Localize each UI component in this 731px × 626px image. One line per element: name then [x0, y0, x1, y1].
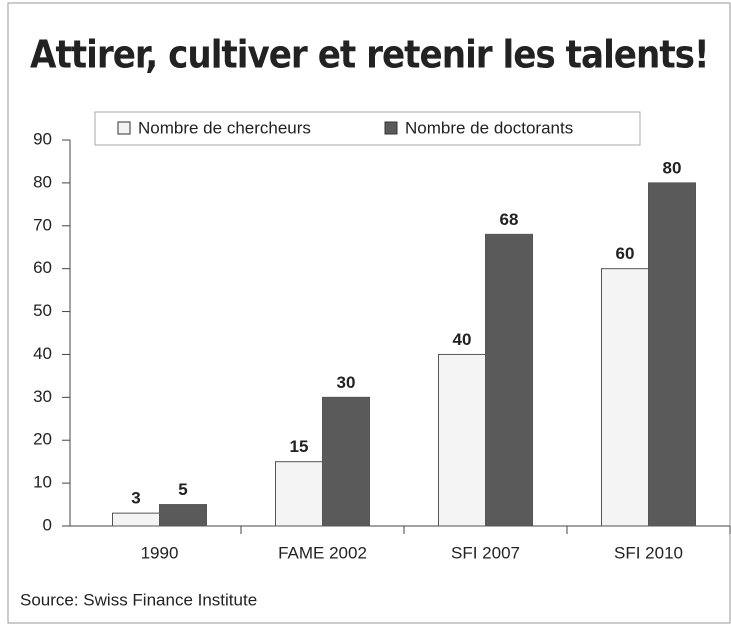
value-label: 5: [178, 480, 187, 499]
y-tick-label: 80: [33, 172, 52, 191]
y-tick-label: 90: [33, 129, 52, 148]
y-tick-label: 0: [43, 515, 52, 534]
legend-label: Nombre de doctorants: [405, 118, 573, 137]
bar: [275, 461, 323, 527]
value-label: 68: [500, 210, 519, 229]
bar: [112, 512, 160, 527]
bar: [601, 268, 649, 527]
value-label: 30: [337, 373, 356, 392]
legend-swatch: [384, 121, 398, 135]
chart-title: Attirer, cultiver et retenir les talents…: [30, 33, 709, 77]
value-label: 3: [131, 489, 140, 508]
legend-swatch: [117, 121, 131, 135]
x-tick-label: 1990: [141, 543, 179, 562]
y-tick-label: 70: [33, 215, 52, 234]
x-tick-label: SFI 2010: [614, 543, 683, 562]
legend-label: Nombre de chercheurs: [138, 118, 311, 137]
bar: [322, 396, 370, 527]
bar: [438, 353, 486, 527]
value-label: 40: [453, 330, 472, 349]
bar: [648, 182, 696, 527]
value-label: 15: [290, 437, 309, 456]
y-tick-label: 20: [33, 430, 52, 449]
y-tick-label: 10: [33, 473, 52, 492]
y-tick-label: 40: [33, 344, 52, 363]
value-label: 60: [616, 244, 635, 263]
value-label: 80: [663, 158, 682, 177]
bar: [485, 233, 533, 527]
x-tick-label: FAME 2002: [278, 543, 367, 562]
bar: [159, 504, 207, 527]
y-tick-label: 60: [33, 258, 52, 277]
y-tick-label: 30: [33, 387, 52, 406]
y-tick-label: 50: [33, 301, 52, 320]
legend-box: [94, 111, 641, 146]
x-tick-label: SFI 2007: [451, 543, 520, 562]
frame: [7, 2, 731, 624]
source: Source: Swiss Finance Institute: [20, 590, 257, 609]
